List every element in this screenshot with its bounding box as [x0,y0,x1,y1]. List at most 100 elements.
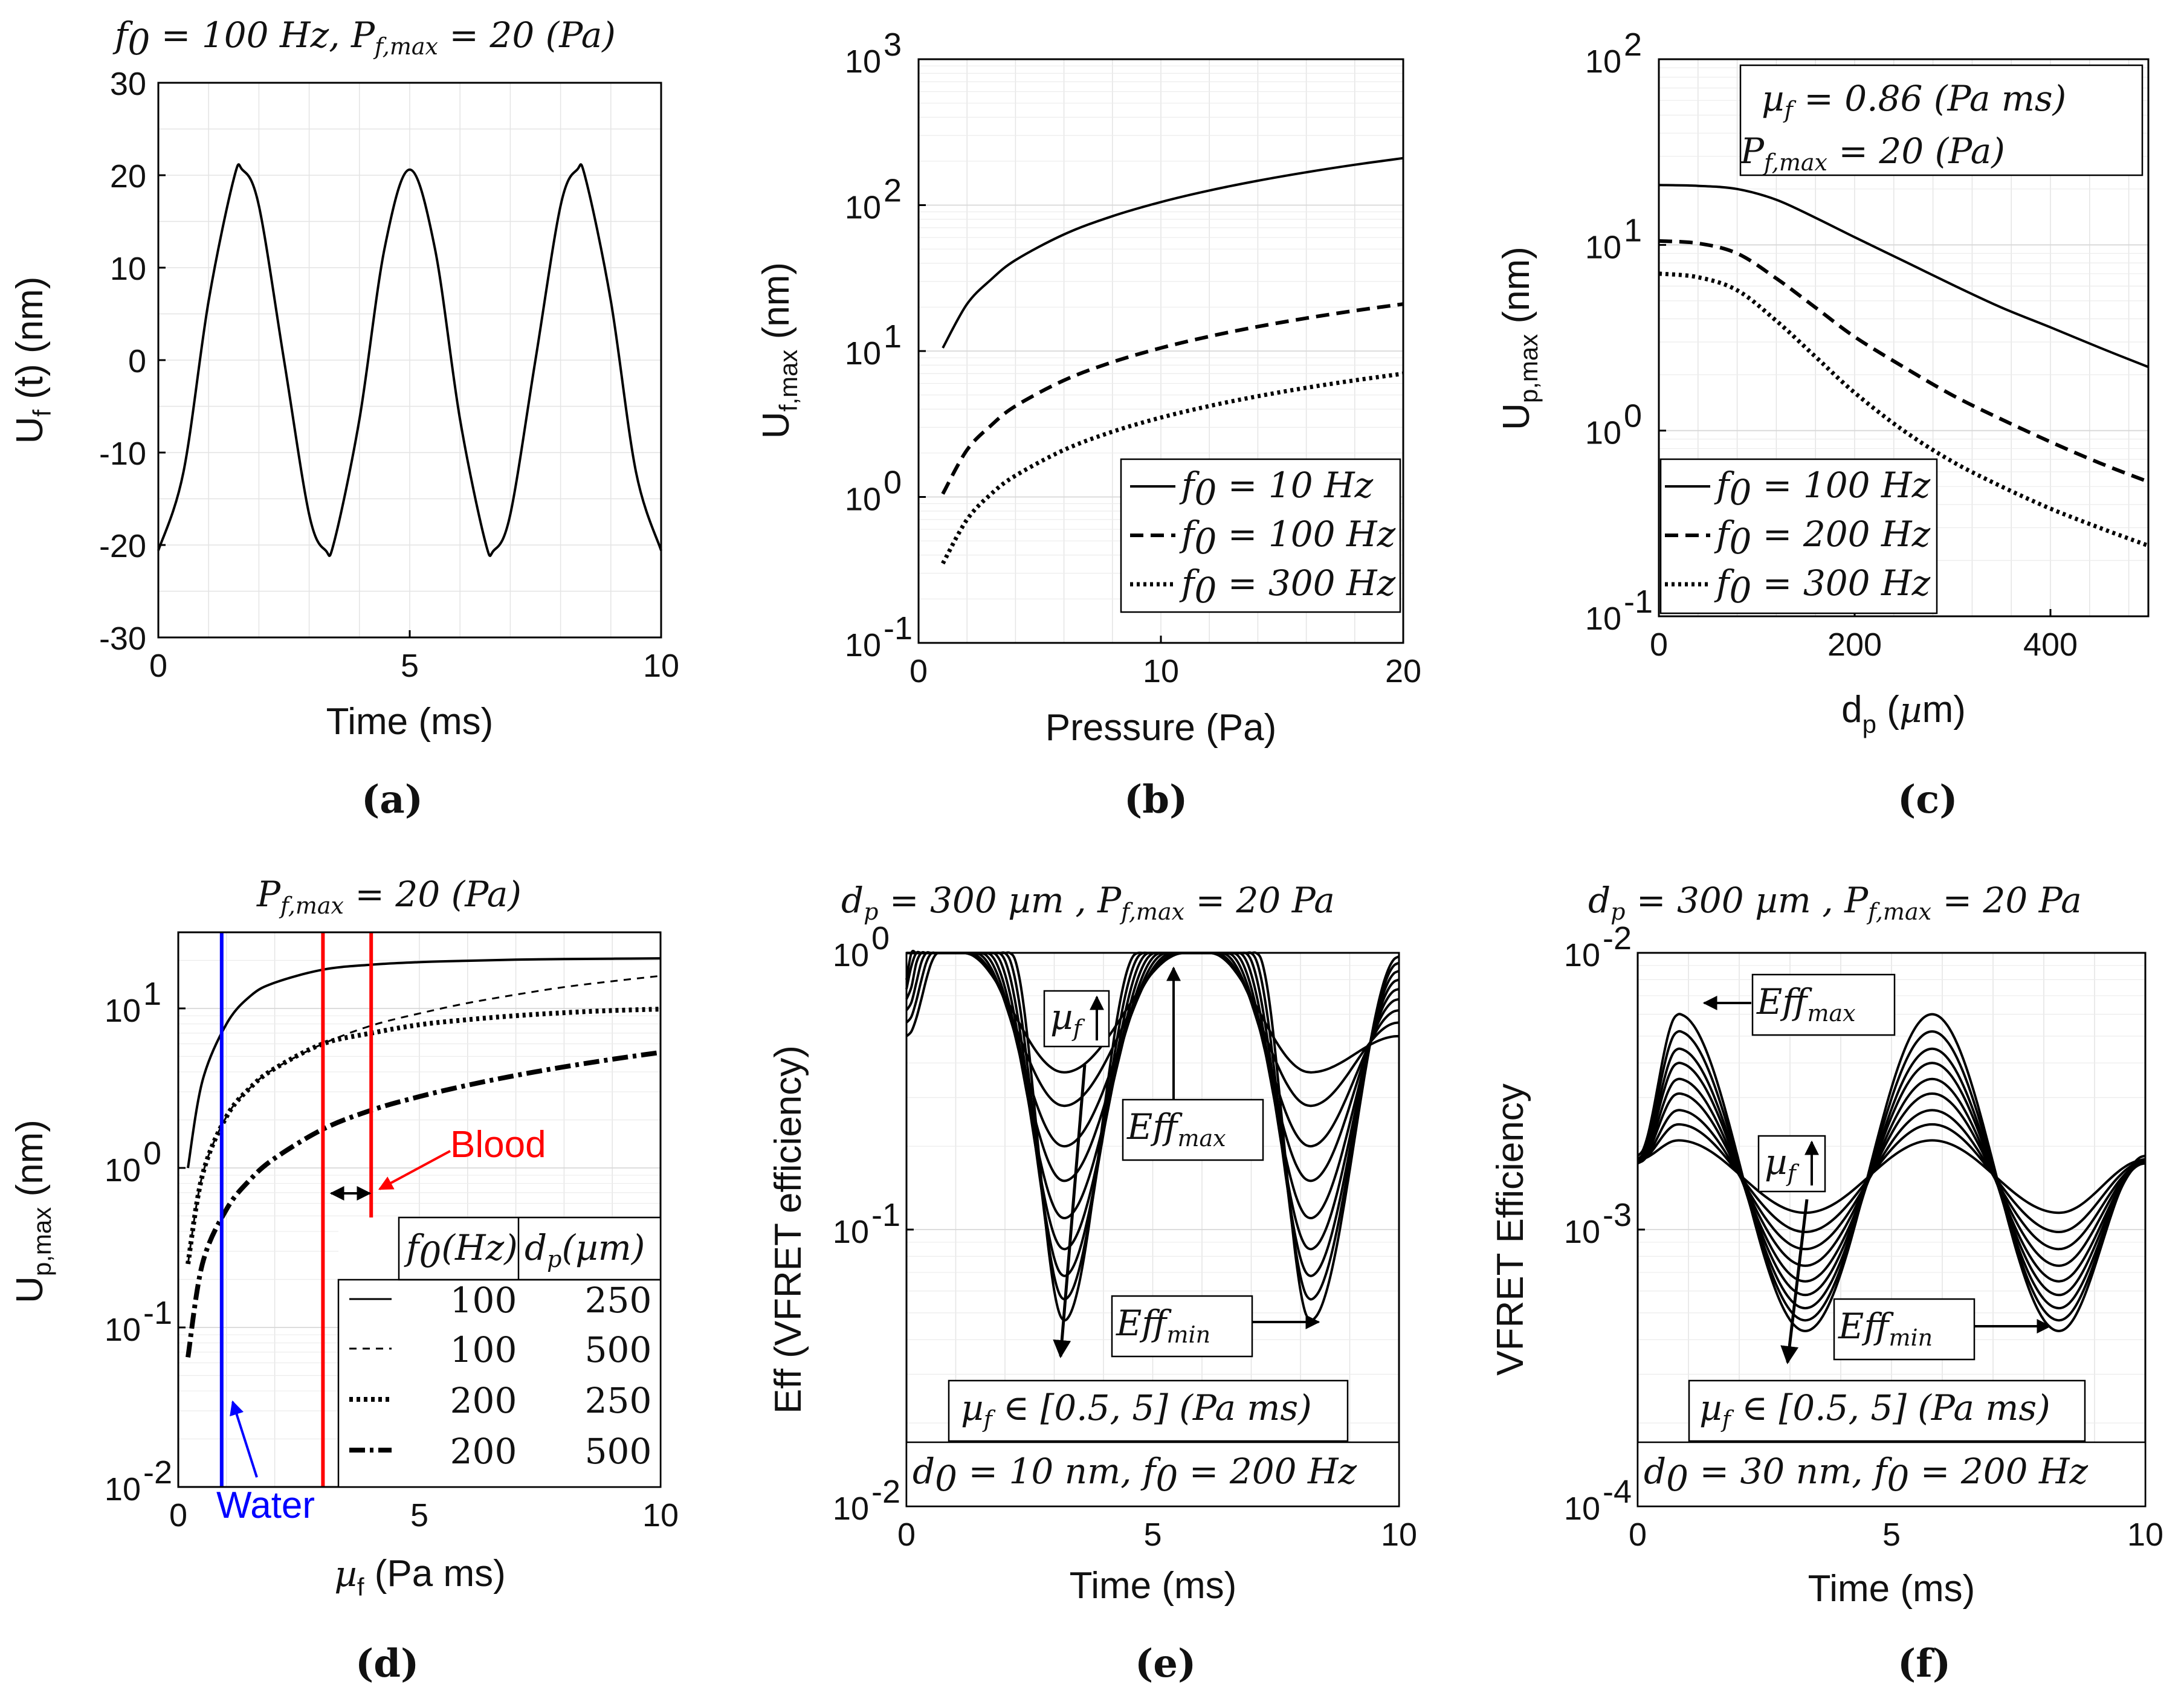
panel-f-effmax-box [1751,973,1896,1036]
panel-d-legend-f0-2: 100 [450,1329,517,1370]
panel-f-params-box [1636,1441,2147,1508]
panel-f-params-label: d0 = 30 nm, f0 = 200 Hz [1644,1451,2089,1499]
panel-f-ytick-exponent: -2 [1603,920,1632,956]
panel-e-series-3 [905,951,1400,1148]
panel-d-water-arrow [230,1400,258,1478]
panel-f-label: (f) [1898,1641,1951,1686]
panel-a-ytick-label: 0 [128,343,146,379]
panel-d-xtick-label: 5 [410,1497,428,1533]
panel-b-ytick-label: 10 [845,482,881,518]
panel-a-xlabel: Time (ms) [326,701,494,743]
panel-c-annotation-line-1: µf = 0.86 (Pa ms) [1762,78,2066,123]
panel-d-legend-f0-4: 200 [450,1431,517,1472]
panel-f-xtick-label: 5 [1882,1517,1901,1553]
panel-c-label: (c) [1898,777,1958,822]
panel-a-grid [158,82,662,638]
panel-f-series-6 [1636,1062,2146,1297]
panel-e-ytick-label: 10 [833,1491,869,1527]
panel-c-ytick-label: 10 [1585,415,1621,451]
panel-e-ytick-exponent: -1 [871,1197,900,1233]
panel-d-ylabel: Up,max (nm) [9,1120,56,1303]
panel-d-water-label: Water [216,1485,315,1526]
panel-b-ytick-label: 10 [845,190,881,226]
panel-b-legend-box [1120,458,1401,613]
panel-b-legend-label-3: f0 = 300 Hz [1179,563,1396,611]
panel-d-ytick-exponent: -2 [143,1454,172,1491]
panel-b-ytick-label: 10 [845,627,881,663]
panel-e-effmin-box [1111,1295,1253,1358]
panel-f-ytick-label: 10 [1564,1491,1600,1527]
panel-e-series-2 [905,951,1400,1108]
panel-e-xtick-label: 0 [897,1517,916,1553]
panel-f-ytick-label: 10 [1564,1214,1600,1250]
panel-d-legend-dp-4: 500 [585,1431,652,1472]
panel-d-label: (d) [355,1641,419,1686]
panel-a-xtick-label: 0 [149,648,167,684]
panel-c-legend-label-2: f0 = 200 Hz [1714,514,1931,562]
panel-a-series-1 [157,163,662,557]
panel-b-ytick-label: 10 [845,44,881,80]
panel-f-ytick-exponent: -4 [1603,1474,1632,1510]
panel-b-ytick-label: 10 [845,335,881,372]
panel-d-xlabel: µf (Pa ms) [334,1553,506,1601]
panel-e-params-label: d0 = 10 nm, f0 = 200 Hz [913,1451,1357,1499]
panel-d-legend: f0(Hz) dp(µm) 100 250 100 500 200 250 20… [337,1216,662,1488]
panel-c-xtick-label: 0 [1650,627,1668,663]
panel-c-ytick-label: 10 [1585,44,1621,80]
panel-a-ylabel: Uf (t) (nm) [9,277,56,444]
panel-b-legend-label-1: f0 = 10 Hz [1179,465,1374,513]
panel-e-series-4 [905,950,1400,1182]
panel-d-ytick-exponent: 0 [143,1135,161,1172]
panel-b-series-2 [941,302,1404,495]
panel-d-legend-f0-1: 100 [450,1280,517,1321]
panel-d-ytick-exponent: -1 [143,1295,172,1331]
panel-d-blood-label: Blood [450,1124,546,1166]
panel-f-ylabel: VFRET Efficiency [1490,1083,1531,1376]
panel-d-legend-dp-2: 500 [585,1329,652,1370]
panel-e-mu-down-arrow [1053,1064,1087,1358]
panel-a-ytick-label: 10 [110,251,146,287]
panel-c-legend-label-3: f0 = 300 Hz [1714,563,1931,611]
panel-d-ytick-label: 10 [105,1152,141,1188]
panel-b-ytick-exponent: 1 [884,318,902,355]
panel-f-series-3 [1637,1109,2146,1251]
panel-a-ytick-label: 20 [110,158,146,195]
panel-d-legend-header-box [398,1216,662,1281]
panel-e-range-box [948,1379,1349,1442]
panel-e-ytick-label: 10 [833,1214,869,1250]
panel-e-ylabel: Eff (VFRET efficiency) [767,1045,809,1414]
panel-f-xlabel: Time (ms) [1808,1568,1976,1610]
panel-c-xtick-label: 200 [1827,627,1882,663]
panel-e-label: (e) [1135,1641,1196,1686]
panel-f-series-9 [1636,1013,2146,1332]
panel-c-xlabel: dp (µm) [1841,689,1966,738]
panel-f-xtick-label: 10 [2127,1517,2163,1553]
panel-f-effmax-label: Effmax [1756,981,1856,1027]
panel-d-series-3 [186,1007,661,1265]
panel-d-ytick-label: 10 [105,993,141,1029]
panel-c-legend-label-1: f0 = 100 Hz [1714,465,1931,513]
panel-d-legend-body-box [337,1279,662,1488]
panel-c-ytick-exponent: 1 [1624,212,1642,248]
panel-e-xlabel: Time (ms) [1070,1565,1237,1607]
panel-c-ytick-exponent: -1 [1624,584,1653,620]
panel-b-ytick-exponent: 0 [884,465,902,501]
panel-a-xtick-label: 5 [401,648,419,684]
panel-d-ytick-label: 10 [105,1471,141,1508]
panel-a-ytick-label: -20 [99,528,146,564]
panel-b-ytick-exponent: 3 [884,27,902,63]
panel-d-xtick-label: 10 [642,1497,679,1533]
panel-c-series [1658,184,2150,548]
panel-f-series-2 [1637,1123,2146,1234]
panel-b-xtick-label: 20 [1385,653,1421,689]
panel-b-xtick-label: 0 [909,653,928,689]
panel-e-ytick-exponent: 0 [871,920,890,956]
panel-f-mu-down-arrow [1780,1199,1809,1364]
